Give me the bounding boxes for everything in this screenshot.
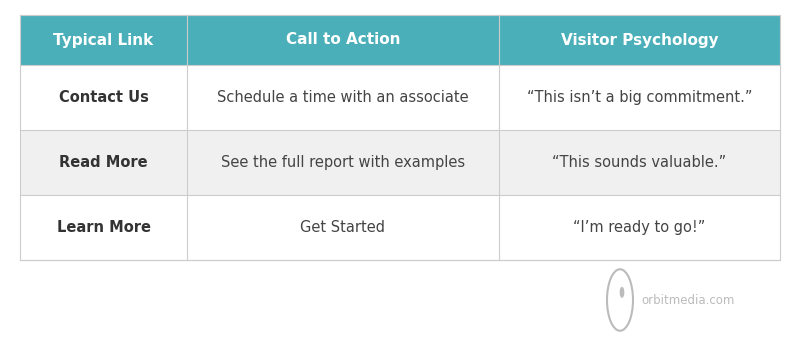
Text: Visitor Psychology: Visitor Psychology	[561, 32, 718, 48]
Text: “I’m ready to go!”: “I’m ready to go!”	[574, 220, 706, 235]
Text: Read More: Read More	[59, 155, 148, 170]
Bar	[20, 195, 780, 260]
Text: “This sounds valuable.”: “This sounds valuable.”	[552, 155, 726, 170]
Text: Contact Us: Contact Us	[58, 90, 149, 105]
Bar	[20, 65, 780, 130]
Text: Schedule a time with an associate: Schedule a time with an associate	[217, 90, 469, 105]
Text: Get Started: Get Started	[301, 220, 386, 235]
Text: See the full report with examples: See the full report with examples	[221, 155, 465, 170]
Text: “This isn’t a big commitment.”: “This isn’t a big commitment.”	[526, 90, 752, 105]
Text: Typical Link: Typical Link	[54, 32, 154, 48]
Text: Call to Action: Call to Action	[286, 32, 400, 48]
Bar	[20, 130, 780, 195]
Bar	[20, 15, 780, 65]
Ellipse shape	[620, 287, 624, 298]
Text: Learn More: Learn More	[57, 220, 150, 235]
Text: orbitmedia.com: orbitmedia.com	[641, 293, 734, 307]
